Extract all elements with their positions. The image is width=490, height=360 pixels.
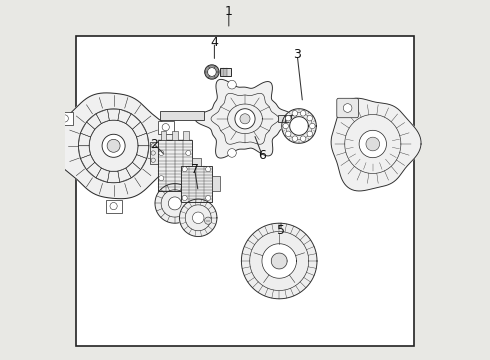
- Circle shape: [206, 167, 211, 172]
- Circle shape: [228, 149, 236, 157]
- Circle shape: [343, 104, 352, 112]
- Circle shape: [102, 134, 125, 157]
- Bar: [57, 112, 73, 125]
- Circle shape: [310, 123, 315, 129]
- Circle shape: [205, 65, 219, 79]
- Circle shape: [208, 68, 216, 76]
- FancyBboxPatch shape: [337, 98, 358, 118]
- Bar: [106, 199, 122, 212]
- Circle shape: [204, 217, 212, 224]
- Bar: [192, 158, 201, 173]
- Circle shape: [159, 150, 164, 156]
- Circle shape: [186, 150, 191, 156]
- Bar: [278, 115, 296, 122]
- Circle shape: [307, 116, 313, 121]
- Bar: [149, 142, 166, 164]
- Circle shape: [307, 131, 313, 136]
- Polygon shape: [50, 93, 176, 199]
- Text: 6: 6: [258, 149, 266, 162]
- Bar: [172, 131, 178, 140]
- Circle shape: [235, 109, 255, 129]
- Polygon shape: [290, 117, 308, 135]
- Bar: [161, 131, 166, 140]
- Polygon shape: [195, 79, 298, 158]
- Circle shape: [359, 130, 387, 158]
- Circle shape: [61, 115, 69, 122]
- Circle shape: [300, 136, 306, 141]
- Polygon shape: [271, 253, 287, 269]
- Bar: [76, 36, 414, 346]
- Bar: [183, 131, 189, 140]
- Circle shape: [182, 167, 187, 172]
- Polygon shape: [331, 98, 421, 191]
- Circle shape: [366, 137, 380, 151]
- Text: 3: 3: [293, 48, 301, 61]
- Circle shape: [283, 123, 289, 129]
- Circle shape: [300, 111, 306, 116]
- Text: 5: 5: [277, 224, 285, 237]
- Polygon shape: [262, 244, 296, 278]
- Circle shape: [206, 195, 211, 201]
- Circle shape: [286, 131, 291, 136]
- Circle shape: [240, 114, 250, 124]
- Bar: [181, 166, 212, 202]
- Text: 2: 2: [150, 138, 158, 150]
- Circle shape: [292, 136, 297, 141]
- Circle shape: [193, 212, 204, 224]
- Circle shape: [182, 195, 187, 201]
- Polygon shape: [282, 109, 316, 143]
- Circle shape: [107, 139, 120, 152]
- Circle shape: [159, 176, 164, 181]
- Text: 4: 4: [211, 36, 219, 49]
- Bar: [212, 176, 220, 191]
- Circle shape: [228, 80, 236, 89]
- Bar: [220, 68, 231, 76]
- Polygon shape: [179, 199, 217, 237]
- Circle shape: [292, 111, 297, 116]
- Polygon shape: [155, 184, 195, 223]
- Bar: [158, 121, 173, 134]
- Circle shape: [286, 116, 291, 121]
- Circle shape: [186, 176, 191, 181]
- Circle shape: [110, 202, 117, 210]
- Text: 7: 7: [191, 163, 198, 176]
- Circle shape: [162, 123, 170, 131]
- Circle shape: [169, 197, 181, 210]
- Bar: [160, 111, 204, 120]
- Polygon shape: [242, 223, 317, 299]
- Bar: [158, 140, 192, 191]
- Text: 1: 1: [225, 5, 233, 18]
